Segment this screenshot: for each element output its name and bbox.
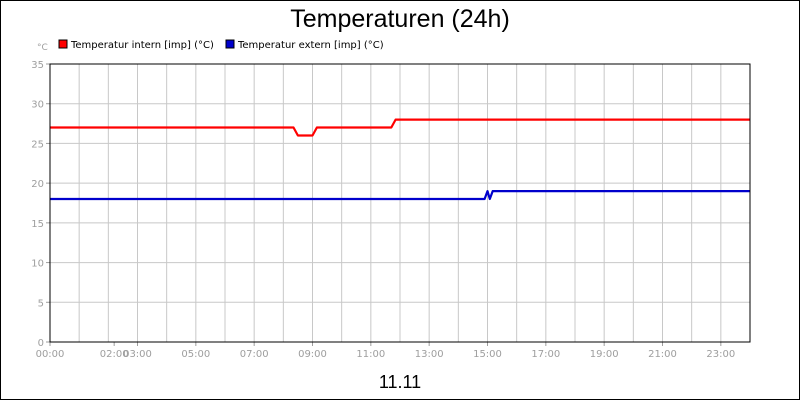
series-line-1: [50, 190, 750, 201]
date-label: 11.11: [379, 372, 421, 392]
chart-title: Temperaturen (24h): [290, 5, 510, 33]
series-line-0: [50, 118, 750, 137]
x-tick-label: 11:00: [356, 349, 385, 360]
x-tick-label: 00:00: [36, 349, 65, 360]
y-axis-unit: °C: [37, 43, 48, 53]
legend-label-intern: Temperatur intern [imp] (°C): [70, 40, 214, 51]
legend: Temperatur intern [imp] (°C) Temperatur …: [58, 39, 384, 51]
x-tick-label: 09:00: [298, 349, 327, 360]
x-tick-label: 07:00: [240, 349, 269, 360]
x-tick-label: 15:00: [473, 349, 502, 360]
y-tick-label: 25: [31, 139, 44, 150]
x-tick-label: 02:00: [100, 349, 129, 360]
y-tick-label: 5: [38, 298, 44, 309]
x-tick-label: 03:00: [123, 349, 152, 360]
y-tick-label: 10: [31, 259, 44, 270]
x-tick-label: 05:00: [181, 349, 210, 360]
legend-swatch-extern: [225, 39, 235, 49]
grid: [50, 64, 750, 342]
plot-area-border: [49, 63, 751, 343]
legend-label-extern: Temperatur extern [imp] (°C): [237, 40, 384, 51]
y-tick-label: 15: [31, 219, 44, 230]
y-tick-label: 20: [31, 179, 44, 190]
x-tick-label: 23:00: [706, 349, 735, 360]
y-tick-label: 0: [38, 338, 44, 349]
x-tick-label: 17:00: [531, 349, 560, 360]
x-tick-label: 21:00: [648, 349, 677, 360]
y-tick-label: 30: [31, 100, 44, 111]
y-tick-label: 35: [31, 60, 44, 71]
x-tick-label: 19:00: [590, 349, 619, 360]
series-lines: [50, 118, 750, 201]
legend-swatch-intern: [58, 39, 68, 49]
x-tick-label: 13:00: [415, 349, 444, 360]
